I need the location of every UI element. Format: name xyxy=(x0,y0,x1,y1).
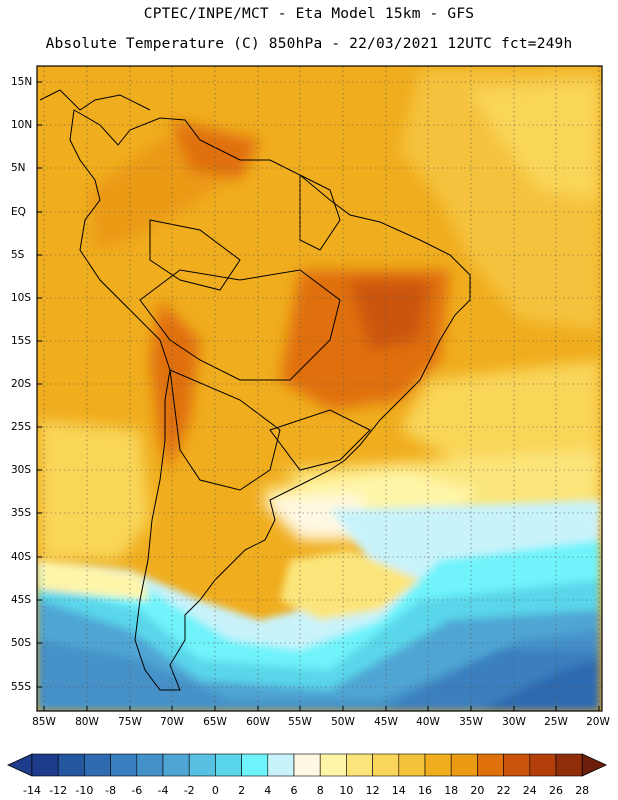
colorbar-tick-label: 2 xyxy=(238,784,246,797)
lat-label: 15S xyxy=(11,335,32,347)
lat-label: 55S xyxy=(11,681,32,693)
colorbar-tick-label: 24 xyxy=(522,784,537,797)
colorbar-tick-label: 0 xyxy=(211,784,219,797)
lat-label: 50S xyxy=(11,637,32,649)
lat-label: 45S xyxy=(11,594,32,606)
colorbar-tick-label: -8 xyxy=(105,784,117,797)
colorbar-tick-label: -14 xyxy=(23,784,41,797)
lon-label: 85W xyxy=(32,716,56,728)
colorbar-tick-label: -12 xyxy=(49,784,68,797)
lon-label: 75W xyxy=(118,716,142,728)
colorbar-swatch xyxy=(267,753,295,777)
colorbar-tick-label: -4 xyxy=(157,784,169,797)
lon-label: 65W xyxy=(203,716,227,728)
lon-label: 55W xyxy=(288,716,312,728)
colorbar-swatch xyxy=(84,753,111,777)
colorbar-tick-label: 4 xyxy=(264,784,272,797)
colorbar-swatch xyxy=(293,753,321,777)
colorbar-swatch xyxy=(57,753,85,777)
colorbar-tick-label: 12 xyxy=(365,784,380,797)
colorbar xyxy=(7,753,608,777)
colorbar-swatch xyxy=(241,753,269,777)
colorbar-tick-label: 28 xyxy=(575,784,590,797)
chart-title-line1: CPTEC/INPE/MCT - Eta Model 15km - GFS xyxy=(143,6,475,22)
colorbar-swatch xyxy=(31,753,59,777)
colorbar-swatch xyxy=(188,753,216,777)
lat-label: 20S xyxy=(11,378,32,390)
colorbar-swatch xyxy=(555,753,583,777)
map-frame xyxy=(36,65,603,712)
colorbar-swatch xyxy=(529,753,557,777)
colorbar-tick-label: 16 xyxy=(418,784,432,797)
lon-label: 35W xyxy=(459,716,483,728)
colorbar-tick-label: 26 xyxy=(549,784,563,797)
lat-label: 30S xyxy=(11,464,32,476)
lat-label: 25S xyxy=(11,421,32,433)
colorbar-tick-label: 20 xyxy=(470,784,485,797)
colorbar-tick-label: -2 xyxy=(183,784,195,797)
colorbar-swatch xyxy=(162,753,190,777)
colorbar-arrow-low xyxy=(7,753,33,777)
chart-title-line2: Absolute Temperature (C) 850hPa - 22/03/… xyxy=(45,36,573,52)
colorbar-tick-label: 10 xyxy=(339,784,354,797)
lon-label: 45W xyxy=(374,716,398,728)
lon-label: 20W xyxy=(586,716,610,728)
colorbar-swatch xyxy=(372,753,400,777)
lon-label: 70W xyxy=(160,716,184,728)
colorbar-tick-label: -6 xyxy=(131,784,143,797)
colorbar-swatch xyxy=(319,753,347,777)
colorbar-tick-label: 6 xyxy=(290,784,298,797)
lat-label: 15N xyxy=(11,76,33,88)
lon-label: 30W xyxy=(502,716,526,728)
coastlines xyxy=(39,89,471,691)
colorbar-swatch xyxy=(503,753,531,777)
lat-label: 10N xyxy=(11,119,33,131)
colorbar-swatch xyxy=(215,753,242,777)
lon-label: 80W xyxy=(75,716,99,728)
colorbar-swatch xyxy=(110,753,138,777)
lat-label: 40S xyxy=(11,551,32,563)
lat-label: 5N xyxy=(11,162,26,174)
lon-label: 50W xyxy=(331,716,355,728)
colorbar-swatch xyxy=(450,753,478,777)
colorbar-tick-label: 14 xyxy=(391,784,406,797)
colorbar-arrow-high xyxy=(581,753,608,777)
colorbar-tick-label: -10 xyxy=(75,784,94,797)
colorbar-swatch xyxy=(424,753,452,777)
axis-ticks xyxy=(37,81,600,711)
colorbar-tick-label: 18 xyxy=(444,784,459,797)
lat-label: EQ xyxy=(11,206,26,218)
colorbar-swatch xyxy=(398,753,426,777)
lon-label: 25W xyxy=(544,716,568,728)
lon-label: 60W xyxy=(246,716,270,728)
colorbar-tick-label: 8 xyxy=(316,784,324,797)
lat-label: 5S xyxy=(11,249,25,261)
colorbar-tick-label: 22 xyxy=(496,784,511,797)
colorbar-swatch xyxy=(477,753,504,777)
lat-label: 10S xyxy=(11,292,32,304)
colorbar-swatch xyxy=(346,753,373,777)
colorbar-swatch xyxy=(136,753,164,777)
lat-label: 35S xyxy=(11,507,32,519)
temperature-field xyxy=(37,66,602,711)
lon-label: 40W xyxy=(416,716,440,728)
